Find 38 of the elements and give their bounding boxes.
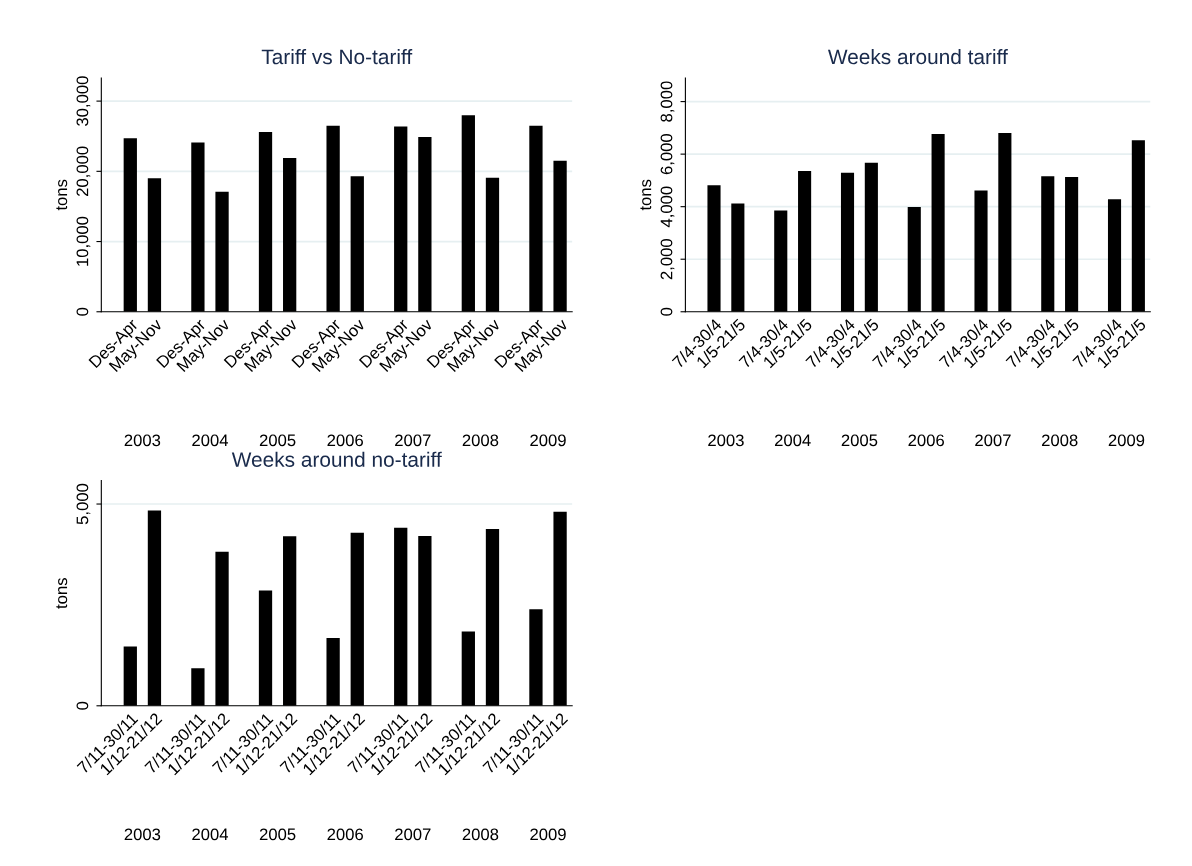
text: 2005: [259, 434, 296, 447]
y-tick-label: 10,000: [76, 216, 91, 266]
y-axis-title: tons: [56, 578, 68, 609]
text: 2006: [327, 434, 363, 447]
y-axis-title: tons: [640, 179, 652, 211]
y-tick-label: 0: [76, 701, 89, 710]
chart-title: Weeks around tariff: [827, 48, 1008, 65]
text: 2009: [530, 434, 566, 447]
text: 2009: [1108, 434, 1145, 447]
y-tick-label: 0: [660, 307, 673, 316]
text: 2006: [908, 434, 944, 447]
y-tick-label: 30,000: [76, 76, 91, 126]
y-tick-label: 8,000: [660, 81, 675, 122]
y-tick-label: 4,000: [660, 186, 675, 228]
y-tick-label: 6,000: [660, 133, 675, 175]
text: 2004: [774, 434, 811, 447]
y-axis-title: tons: [56, 179, 68, 211]
chart-title: Weeks around no-tariff: [231, 451, 442, 467]
text: 2005: [841, 434, 878, 447]
text: 2009: [530, 828, 566, 841]
y-tick-label: 5,000: [76, 483, 91, 525]
y-tick-label: 20,000: [76, 146, 91, 196]
y-tick-label: 2,000: [660, 239, 675, 280]
text: 2006: [327, 828, 363, 841]
text: 2004: [192, 434, 229, 447]
text: 2003: [124, 434, 161, 447]
chart-title: Tariff vs No-tariff: [261, 48, 413, 65]
text: 2004: [192, 828, 229, 841]
text: 2007: [395, 828, 431, 841]
text: 2008: [462, 828, 499, 841]
text: 2008: [462, 434, 499, 447]
text: 2005: [259, 828, 296, 841]
text: 2007: [395, 434, 431, 447]
text: 2008: [1041, 434, 1078, 447]
text: 2007: [975, 434, 1011, 447]
y-tick-label: 0: [76, 307, 89, 316]
text: 2003: [124, 828, 161, 841]
text: 2003: [708, 434, 744, 447]
